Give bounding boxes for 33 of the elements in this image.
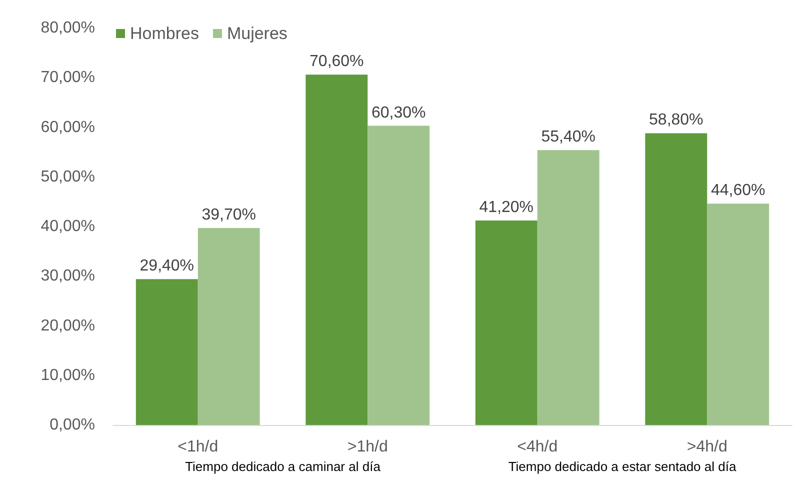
y-tick-label: 40,00% <box>40 218 95 235</box>
y-tick-label: 80,00% <box>40 20 95 36</box>
bar <box>368 126 430 425</box>
legend-label: Mujeres <box>226 24 288 43</box>
x-tick-label: <1h/d <box>178 438 218 456</box>
data-label: 29,40% <box>140 258 194 275</box>
data-label: 41,20% <box>479 199 534 216</box>
data-label: 44,60% <box>710 182 766 200</box>
x-tick-label: >4h/d <box>686 438 728 456</box>
data-label: 55,40% <box>541 128 596 146</box>
data-label: 70,60% <box>310 53 364 70</box>
y-tick-label: 10,00% <box>40 366 95 384</box>
bar <box>537 150 600 425</box>
text: Tiempo dedicado a estar sentado al día <box>508 459 737 474</box>
bar <box>136 279 198 425</box>
data-label: 39,70% <box>202 206 256 224</box>
data-label: 58,80% <box>649 112 704 129</box>
bar <box>198 228 260 425</box>
bar <box>707 204 770 425</box>
bar <box>306 74 368 425</box>
bar <box>645 133 708 425</box>
y-tick-label: 0,00% <box>50 416 95 434</box>
x-tick-label: <4h/d <box>517 438 558 456</box>
x-tick-label: >1h/d <box>347 438 388 456</box>
y-tick-label: 60,00% <box>40 118 95 136</box>
text: Tiempo dedicado a caminar al día <box>185 459 382 474</box>
y-tick-label: 50,00% <box>40 168 95 186</box>
data-label: 60,30% <box>371 104 426 122</box>
y-tick-label: 70,00% <box>40 69 95 86</box>
y-tick-label: 30,00% <box>40 268 95 285</box>
bar <box>475 220 538 425</box>
legend-label: Hombres <box>130 24 199 43</box>
y-tick-label: 20,00% <box>40 317 95 334</box>
